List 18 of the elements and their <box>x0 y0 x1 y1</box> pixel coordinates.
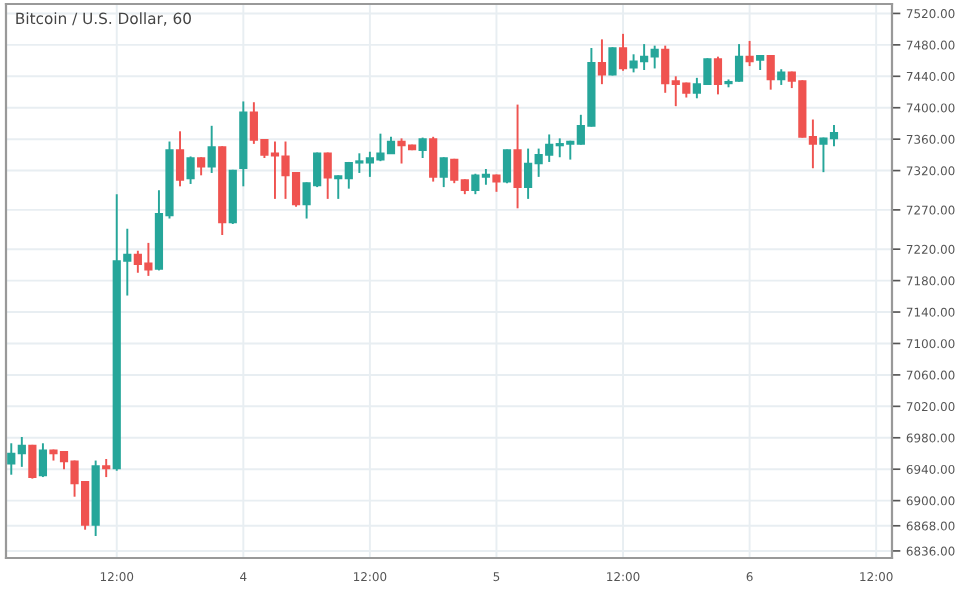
candlestick <box>102 458 111 479</box>
candlestick <box>175 130 185 188</box>
candlestick <box>597 38 607 86</box>
candlestick <box>608 46 617 77</box>
candlestick <box>186 155 195 185</box>
candlestick <box>207 124 216 174</box>
candlestick <box>323 151 332 200</box>
candlestick <box>197 156 206 177</box>
candlestick <box>502 148 512 185</box>
candlestick <box>745 39 754 68</box>
candlestick <box>429 135 438 183</box>
candlestick <box>513 103 522 210</box>
candlestick <box>713 55 723 96</box>
candlestick <box>439 156 448 189</box>
candlestick <box>766 54 775 91</box>
candlestick <box>28 443 37 480</box>
candlestick <box>618 32 628 72</box>
candlestick <box>38 442 48 479</box>
